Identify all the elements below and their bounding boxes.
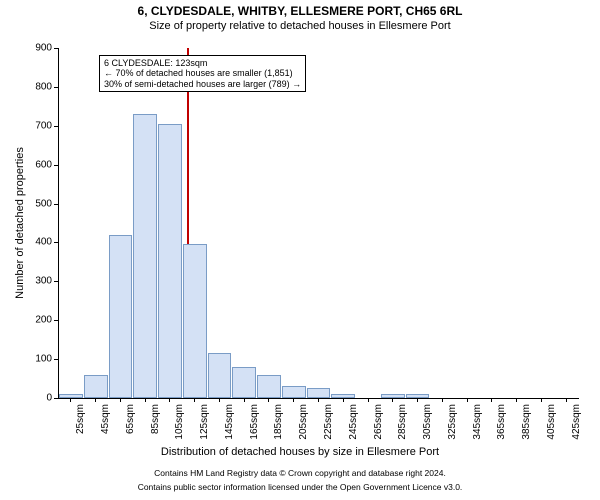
y-tick-mark — [54, 87, 58, 88]
x-tick-label: 65sqm — [125, 404, 136, 434]
x-tick-mark — [244, 398, 245, 402]
y-tick-label: 400 — [26, 237, 52, 248]
y-tick-mark — [54, 281, 58, 282]
chart-subtitle: Size of property relative to detached ho… — [0, 20, 600, 32]
annotation-line-2: ← 70% of detached houses are smaller (1,… — [104, 68, 301, 78]
x-tick-label: 225sqm — [323, 404, 334, 440]
y-tick-mark — [54, 165, 58, 166]
histogram-bar — [257, 375, 281, 398]
histogram-bar — [183, 244, 207, 398]
y-tick-mark — [54, 320, 58, 321]
x-tick-mark — [145, 398, 146, 402]
y-tick-label: 100 — [26, 354, 52, 365]
x-tick-mark — [120, 398, 121, 402]
y-tick-label: 800 — [26, 81, 52, 92]
x-tick-label: 265sqm — [373, 404, 384, 440]
y-tick-label: 200 — [26, 315, 52, 326]
histogram-bar — [84, 375, 108, 398]
histogram-plot: 6 CLYDESDALE: 123sqm ← 70% of detached h… — [58, 48, 579, 399]
x-tick-label: 125sqm — [199, 404, 210, 440]
footer-line-1: Contains HM Land Registry data © Crown c… — [0, 468, 600, 478]
x-tick-mark — [343, 398, 344, 402]
x-tick-mark — [169, 398, 170, 402]
annotation-line-3: 30% of semi-detached houses are larger (… — [104, 79, 301, 89]
y-tick-label: 0 — [26, 393, 52, 404]
annotation-line-1: 6 CLYDESDALE: 123sqm — [104, 58, 301, 68]
histogram-bar — [109, 235, 133, 398]
x-tick-label: 105sqm — [174, 404, 185, 440]
x-tick-label: 305sqm — [422, 404, 433, 440]
x-tick-mark — [392, 398, 393, 402]
y-tick-mark — [54, 359, 58, 360]
x-tick-label: 325sqm — [447, 404, 458, 440]
x-tick-label: 345sqm — [472, 404, 483, 440]
x-tick-mark — [491, 398, 492, 402]
x-tick-label: 425sqm — [571, 404, 582, 440]
x-tick-label: 405sqm — [546, 404, 557, 440]
histogram-bar — [232, 367, 256, 398]
y-tick-label: 300 — [26, 276, 52, 287]
y-tick-mark — [54, 126, 58, 127]
x-tick-mark — [95, 398, 96, 402]
chart-title: 6, CLYDESDALE, WHITBY, ELLESMERE PORT, C… — [0, 4, 600, 18]
x-tick-mark — [516, 398, 517, 402]
x-tick-mark — [219, 398, 220, 402]
histogram-bar — [307, 388, 331, 398]
y-tick-label: 500 — [26, 198, 52, 209]
x-tick-label: 185sqm — [273, 404, 284, 440]
y-tick-mark — [54, 242, 58, 243]
x-tick-mark — [368, 398, 369, 402]
x-tick-label: 165sqm — [249, 404, 260, 440]
x-tick-mark — [541, 398, 542, 402]
annotation-box: 6 CLYDESDALE: 123sqm ← 70% of detached h… — [99, 55, 306, 92]
y-tick-mark — [54, 204, 58, 205]
histogram-bar — [133, 114, 157, 398]
x-tick-label: 205sqm — [298, 404, 309, 440]
x-tick-label: 145sqm — [224, 404, 235, 440]
x-tick-label: 85sqm — [150, 404, 161, 434]
x-tick-mark — [318, 398, 319, 402]
x-tick-mark — [268, 398, 269, 402]
x-tick-label: 285sqm — [397, 404, 408, 440]
histogram-bar — [282, 386, 306, 398]
x-tick-mark — [293, 398, 294, 402]
x-tick-mark — [70, 398, 71, 402]
footer-line-2: Contains public sector information licen… — [0, 482, 600, 492]
y-tick-label: 700 — [26, 120, 52, 131]
y-tick-mark — [54, 398, 58, 399]
x-axis-label: Distribution of detached houses by size … — [0, 446, 600, 458]
y-axis-label: Number of detached properties — [14, 48, 26, 398]
x-tick-label: 45sqm — [100, 404, 111, 434]
x-tick-mark — [566, 398, 567, 402]
histogram-bar — [158, 124, 182, 398]
y-tick-mark — [54, 48, 58, 49]
y-tick-label: 600 — [26, 159, 52, 170]
x-tick-mark — [417, 398, 418, 402]
x-tick-label: 365sqm — [496, 404, 507, 440]
histogram-bar — [208, 353, 232, 398]
x-tick-mark — [467, 398, 468, 402]
x-tick-label: 245sqm — [348, 404, 359, 440]
x-tick-label: 25sqm — [75, 404, 86, 434]
x-tick-mark — [194, 398, 195, 402]
x-tick-label: 385sqm — [521, 404, 532, 440]
y-tick-label: 900 — [26, 43, 52, 54]
x-tick-mark — [442, 398, 443, 402]
